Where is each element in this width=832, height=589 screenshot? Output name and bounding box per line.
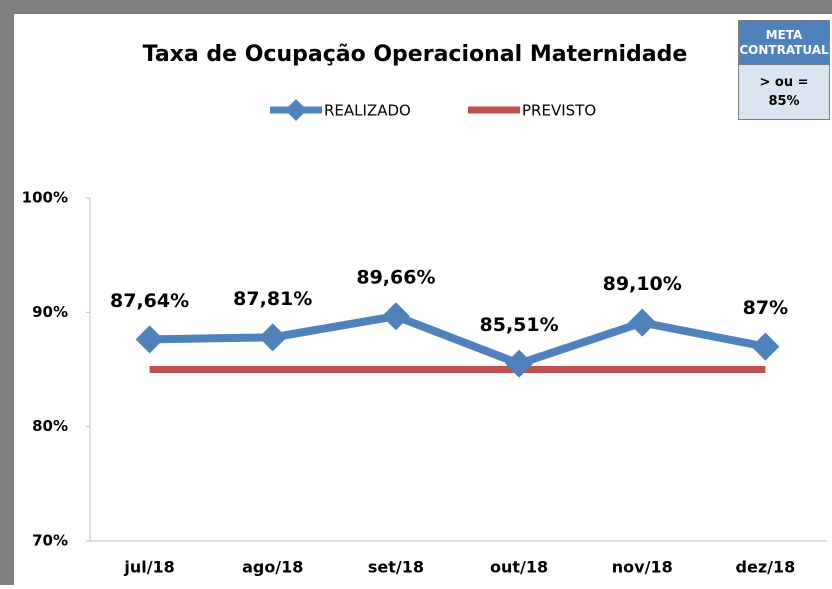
meta-header: META CONTRATUAL — [739, 21, 829, 65]
value-label: 87% — [743, 297, 788, 319]
point-marker — [505, 349, 534, 378]
x-tick-label: jul/18 — [123, 558, 174, 577]
point-marker — [381, 302, 410, 331]
frame-left — [0, 0, 14, 585]
value-label: 89,10% — [603, 273, 682, 295]
legend-label: REALIZADO — [324, 102, 411, 120]
point-marker — [135, 325, 164, 354]
point-marker — [751, 332, 780, 361]
point-marker — [628, 308, 657, 337]
y-tick-label: 80% — [32, 417, 68, 435]
y-tick-label: 90% — [32, 303, 68, 321]
value-label: 85,51% — [480, 314, 559, 336]
x-tick-label: dez/18 — [736, 558, 796, 577]
meta-line: 85% — [768, 94, 800, 109]
value-label: 87,64% — [110, 290, 189, 312]
meta-body: > ou = 85% — [739, 65, 829, 119]
value-label: 89,66% — [356, 267, 435, 289]
chart-title: Taxa de Ocupação Operacional Maternidade — [143, 42, 688, 67]
legend-marker — [285, 99, 307, 121]
frame-top — [0, 0, 832, 14]
legend-label: PREVISTO — [522, 102, 596, 120]
x-tick-label: nov/18 — [612, 558, 673, 577]
y-tick-label: 100% — [22, 189, 68, 207]
x-tick-label: out/18 — [490, 558, 548, 577]
x-tick-label: set/18 — [368, 558, 424, 577]
point-marker — [258, 323, 287, 352]
value-label: 87,81% — [233, 288, 312, 310]
series-line — [149, 312, 767, 368]
meta-box: META CONTRATUAL > ou = 85% — [738, 20, 830, 120]
y-tick-label: 70% — [32, 532, 68, 550]
x-tick-label: ago/18 — [242, 558, 303, 577]
meta-line: > ou = — [759, 75, 809, 90]
